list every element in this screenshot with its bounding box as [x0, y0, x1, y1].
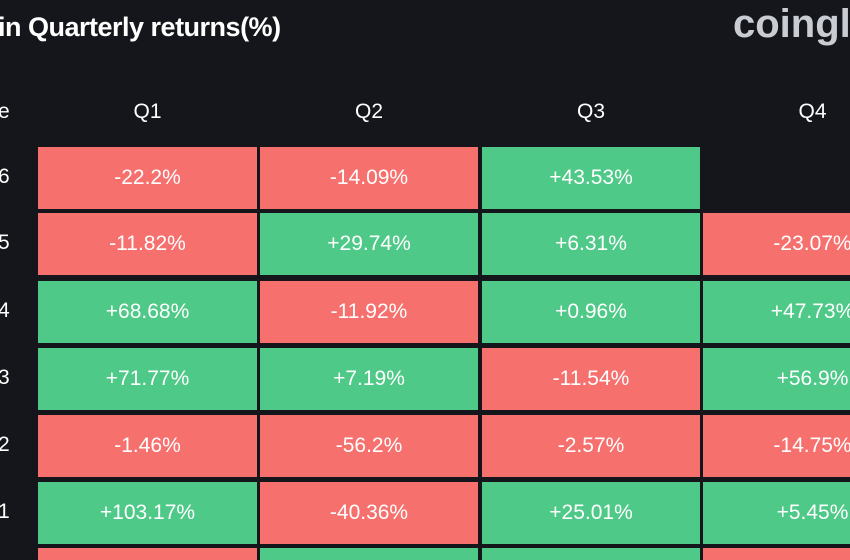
- return-cell: -11.82%: [38, 213, 257, 275]
- return-cell: +47.73%: [703, 281, 850, 343]
- return-cell: +6.31%: [482, 213, 700, 275]
- row-label: 4: [0, 299, 10, 322]
- row-label: 3: [0, 366, 10, 389]
- return-cell: +25.01%: [482, 482, 700, 544]
- return-cell: +29.74%: [260, 213, 478, 275]
- header-cell: e: [0, 100, 10, 123]
- return-cell: +56.9%: [703, 348, 850, 410]
- row-label: 2: [0, 433, 10, 456]
- header-cell: Q2: [354, 100, 383, 123]
- return-cell: -56.2%: [260, 415, 478, 477]
- return-cell: -2.57%: [482, 415, 700, 477]
- return-cell: -23.07%: [703, 213, 850, 275]
- return-cell: +7.19%: [260, 348, 478, 410]
- return-cell: +103.17%: [38, 482, 257, 544]
- return-cell: +68.68%: [38, 281, 257, 343]
- row-label: 5: [0, 231, 10, 254]
- partial-cell: [38, 548, 257, 560]
- return-cell: -11.54%: [482, 348, 700, 410]
- return-cell: +0.96%: [482, 281, 700, 343]
- return-cell: -11.92%: [260, 281, 478, 343]
- row-label: 1: [0, 500, 10, 523]
- header-cell: Q4: [798, 100, 827, 123]
- return-cell: -1.46%: [38, 415, 257, 477]
- header-cell: Q3: [576, 100, 605, 123]
- row-label: 6: [0, 165, 10, 188]
- return-cell: -14.75%: [703, 415, 850, 477]
- partial-cell: [260, 548, 478, 560]
- return-cell: -14.09%: [260, 147, 478, 209]
- return-cell: +5.45%: [703, 482, 850, 544]
- logo: coingl: [733, 2, 850, 46]
- return-cell: -40.36%: [260, 482, 478, 544]
- header-cell: Q1: [133, 100, 162, 123]
- partial-cell: [482, 548, 700, 560]
- return-cell: +43.53%: [482, 147, 700, 209]
- partial-cell: [703, 548, 850, 560]
- return-cell: +71.77%: [38, 348, 257, 410]
- title: in Quarterly returns(%): [0, 12, 281, 42]
- return-cell: -22.2%: [38, 147, 257, 209]
